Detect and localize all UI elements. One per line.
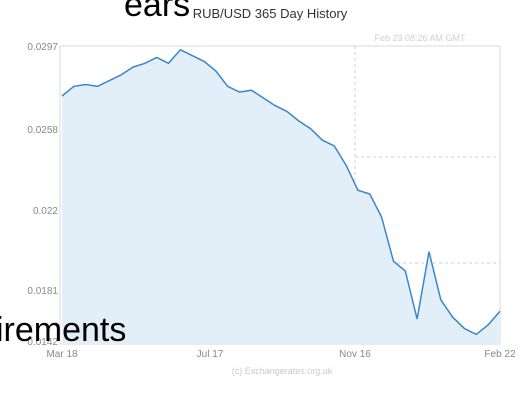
chart-title: RUB/USD 365 Day History	[193, 6, 348, 21]
y-tick-label: 0.0297	[27, 42, 58, 53]
y-tick-label: 0.0142	[27, 337, 58, 348]
area-fill	[62, 49, 500, 345]
y-axis: 0.0297 0.0258 0.022 0.0181 0.0142	[27, 42, 58, 348]
x-tick-label: Feb 22	[484, 349, 516, 360]
overlay-text-top: ears	[124, 0, 191, 24]
y-tick-label: 0.0258	[27, 125, 58, 136]
y-tick-label: 0.0181	[27, 286, 58, 297]
x-axis: Mar 18 Jul 17 Nov 16 Feb 22	[46, 349, 516, 360]
overlay-text-bottom: irements	[0, 311, 127, 349]
x-tick-label: Nov 16	[339, 349, 371, 360]
x-tick-label: Jul 17	[197, 349, 224, 360]
x-tick-label: Mar 18	[46, 349, 78, 360]
credit-text: (c) Exchangerates.org.uk	[232, 366, 333, 376]
y-tick-label: 0.022	[33, 206, 58, 217]
annotation-text: Feb 23 08:26 AM GMT	[374, 33, 466, 43]
series-line	[61, 48, 501, 336]
